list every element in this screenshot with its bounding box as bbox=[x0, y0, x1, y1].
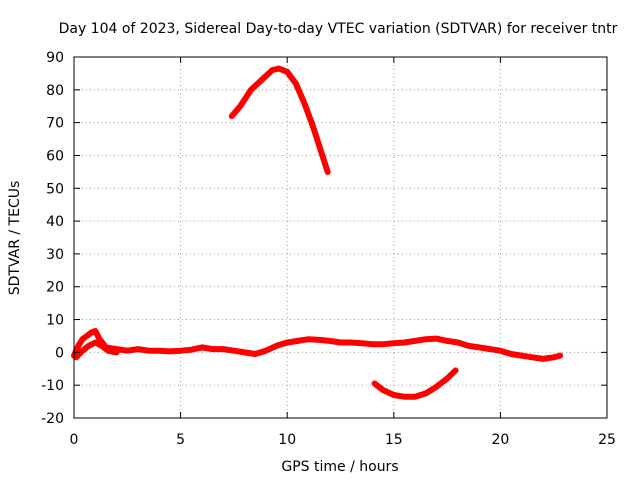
series-line-2 bbox=[73, 339, 120, 361]
y-tick-label: 90 bbox=[46, 50, 64, 66]
y-tick-label: 40 bbox=[46, 214, 64, 230]
y-tick-label: 60 bbox=[46, 148, 64, 164]
series-layer bbox=[71, 65, 564, 400]
y-tick-label: 0 bbox=[55, 345, 64, 361]
x-tick-label: 20 bbox=[491, 432, 509, 448]
x-axis-label: GPS time / hours bbox=[281, 459, 398, 475]
y-tick-label: 10 bbox=[46, 313, 64, 329]
y-tick-label: 20 bbox=[46, 280, 64, 296]
y-tick-label: 70 bbox=[46, 116, 64, 132]
y-tick-label: 30 bbox=[46, 247, 64, 263]
x-tick-label: 10 bbox=[278, 432, 296, 448]
y-tick-label: -20 bbox=[41, 411, 64, 427]
y-tick-label: -10 bbox=[41, 378, 64, 394]
x-tick-label: 25 bbox=[598, 432, 616, 448]
series-line-4 bbox=[371, 367, 459, 400]
series-line-3 bbox=[228, 65, 331, 175]
y-axis-label: SDTVAR / TECUs bbox=[7, 181, 23, 296]
ticks: 0 5 10 15 20 25 -20 -10 0 10 20 30 40 50 60 70 80 90 bbox=[41, 50, 616, 448]
x-tick-label: 15 bbox=[385, 432, 403, 448]
y-tick-label: 50 bbox=[46, 181, 64, 197]
grid bbox=[74, 57, 607, 418]
x-tick-label: 0 bbox=[70, 432, 79, 448]
chart-title: Day 104 of 2023, Sidereal Day-to-day VTE… bbox=[59, 21, 618, 37]
series-line-1 bbox=[71, 328, 564, 362]
y-tick-label: 80 bbox=[46, 83, 64, 99]
x-tick-label: 5 bbox=[176, 432, 185, 448]
plot-frame bbox=[73, 56, 608, 419]
